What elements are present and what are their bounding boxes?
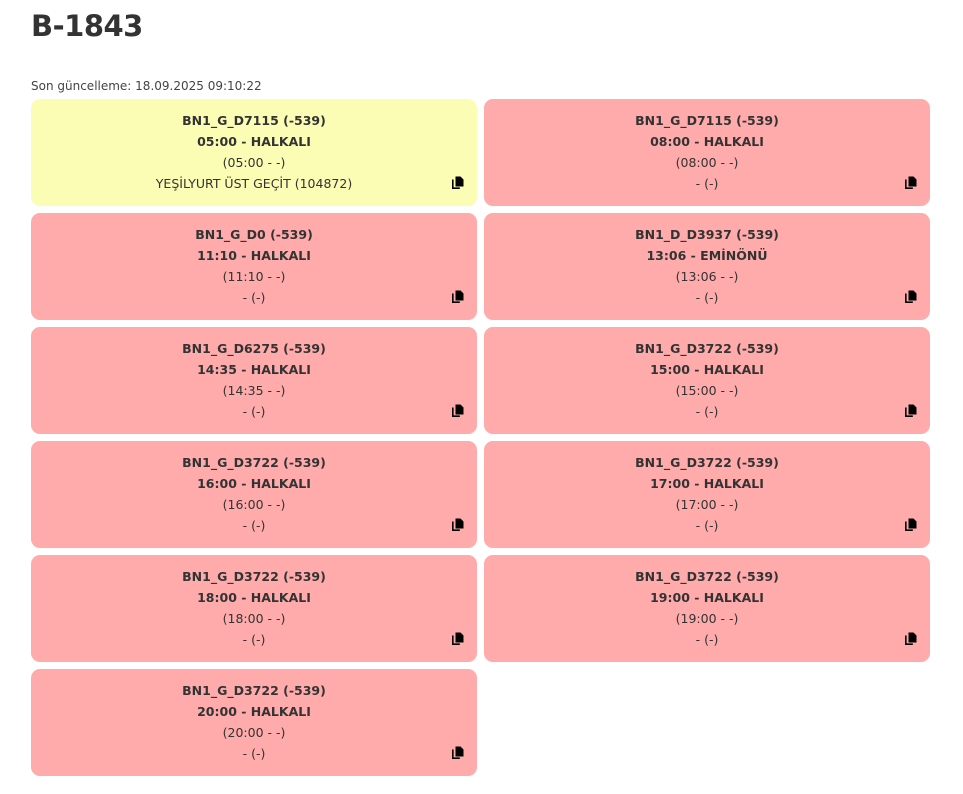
card-line1: BN1_G_D3722 (-539) — [182, 455, 326, 470]
trip-card: BN1_G_D3722 (-539) 20:00 - HALKALI (20:00 … — [31, 669, 477, 776]
card-line2: 20:00 - HALKALI — [197, 704, 311, 719]
trip-card: BN1_G_D3722 (-539) 15:00 - HALKALI (15:00 … — [484, 327, 930, 434]
copy-icon[interactable] — [905, 632, 917, 645]
trip-card: BN1_G_D7115 (-539) 05:00 - HALKALI (05:00 … — [31, 99, 477, 206]
card-line3: (11:10 - -) — [222, 269, 286, 284]
trip-card: BN1_G_D3722 (-539) 19:00 - HALKALI (19:00 … — [484, 555, 930, 662]
copy-icon[interactable] — [905, 176, 917, 189]
trip-card: BN1_G_D3722 (-539) 16:00 - HALKALI (16:00 … — [31, 441, 477, 548]
card-line1: BN1_D_D3937 (-539) — [635, 227, 779, 242]
card-line1: BN1_G_D7115 (-539) — [635, 113, 779, 128]
card-line2: 19:00 - HALKALI — [650, 590, 764, 605]
card-line2: 05:00 - HALKALI — [197, 134, 311, 149]
trip-card: BN1_G_D6275 (-539) 14:35 - HALKALI (14:35 … — [31, 327, 477, 434]
copy-icon[interactable] — [905, 518, 917, 531]
card-line2: 15:00 - HALKALI — [650, 362, 764, 377]
card-line4: - (-) — [242, 746, 266, 761]
card-line3: (14:35 - -) — [222, 383, 286, 398]
trip-card: BN1_G_D7115 (-539) 08:00 - HALKALI (08:00 … — [484, 99, 930, 206]
card-line3: (20:00 - -) — [222, 725, 286, 740]
copy-icon[interactable] — [452, 518, 464, 531]
card-line3: (15:00 - -) — [675, 383, 739, 398]
card-line4: - (-) — [695, 518, 719, 533]
card-grid: BN1_G_D7115 (-539) 05:00 - HALKALI (05:00 … — [31, 99, 931, 776]
card-line4: - (-) — [695, 404, 719, 419]
card-line3: (18:00 - -) — [222, 611, 286, 626]
trip-card: BN1_D_D3937 (-539) 13:06 - EMİNÖNÜ (13:06 … — [484, 213, 930, 320]
card-line1: BN1_G_D3722 (-539) — [635, 455, 779, 470]
card-line4: - (-) — [695, 290, 719, 305]
card-line2: 18:00 - HALKALI — [197, 590, 311, 605]
card-line4: - (-) — [242, 518, 266, 533]
trip-card: BN1_G_D0 (-539) 11:10 - HALKALI (11:10 - -… — [31, 213, 477, 320]
card-line2: 08:00 - HALKALI — [650, 134, 764, 149]
card-line4: - (-) — [242, 404, 266, 419]
card-line3: (19:00 - -) — [675, 611, 739, 626]
card-line2: 17:00 - HALKALI — [650, 476, 764, 491]
copy-icon[interactable] — [452, 290, 464, 303]
card-line2: 16:00 - HALKALI — [197, 476, 311, 491]
copy-icon[interactable] — [905, 404, 917, 417]
card-line4: - (-) — [242, 290, 266, 305]
card-line4: YEŞİLYURT ÜST GEÇİT (104872) — [155, 176, 353, 191]
card-line2: 11:10 - HALKALI — [197, 248, 311, 263]
card-line3: (17:00 - -) — [675, 497, 739, 512]
card-line1: BN1_G_D3722 (-539) — [182, 683, 326, 698]
card-line1: BN1_G_D6275 (-539) — [182, 341, 326, 356]
card-line2: 14:35 - HALKALI — [197, 362, 311, 377]
page-title: B-1843 — [31, 9, 143, 43]
copy-icon[interactable] — [452, 404, 464, 417]
copy-icon[interactable] — [452, 746, 464, 759]
card-line3: (08:00 - -) — [675, 155, 739, 170]
card-line4: - (-) — [695, 176, 719, 191]
card-line4: - (-) — [695, 632, 719, 647]
card-line1: BN1_G_D3722 (-539) — [182, 569, 326, 584]
card-line3: (05:00 - -) — [222, 155, 286, 170]
card-line1: BN1_G_D7115 (-539) — [182, 113, 326, 128]
card-line1: BN1_G_D0 (-539) — [195, 227, 313, 242]
copy-icon[interactable] — [905, 290, 917, 303]
card-line1: BN1_G_D3722 (-539) — [635, 569, 779, 584]
copy-icon[interactable] — [452, 176, 464, 189]
trip-card: BN1_G_D3722 (-539) 17:00 - HALKALI (17:00 … — [484, 441, 930, 548]
card-line1: BN1_G_D3722 (-539) — [635, 341, 779, 356]
card-line3: (13:06 - -) — [675, 269, 739, 284]
copy-icon[interactable] — [452, 632, 464, 645]
last-update: Son güncelleme: 18.09.2025 09:10:22 — [31, 79, 262, 93]
card-line2: 13:06 - EMİNÖNÜ — [646, 248, 768, 263]
card-line3: (16:00 - -) — [222, 497, 286, 512]
trip-card: BN1_G_D3722 (-539) 18:00 - HALKALI (18:00 … — [31, 555, 477, 662]
card-line4: - (-) — [242, 632, 266, 647]
